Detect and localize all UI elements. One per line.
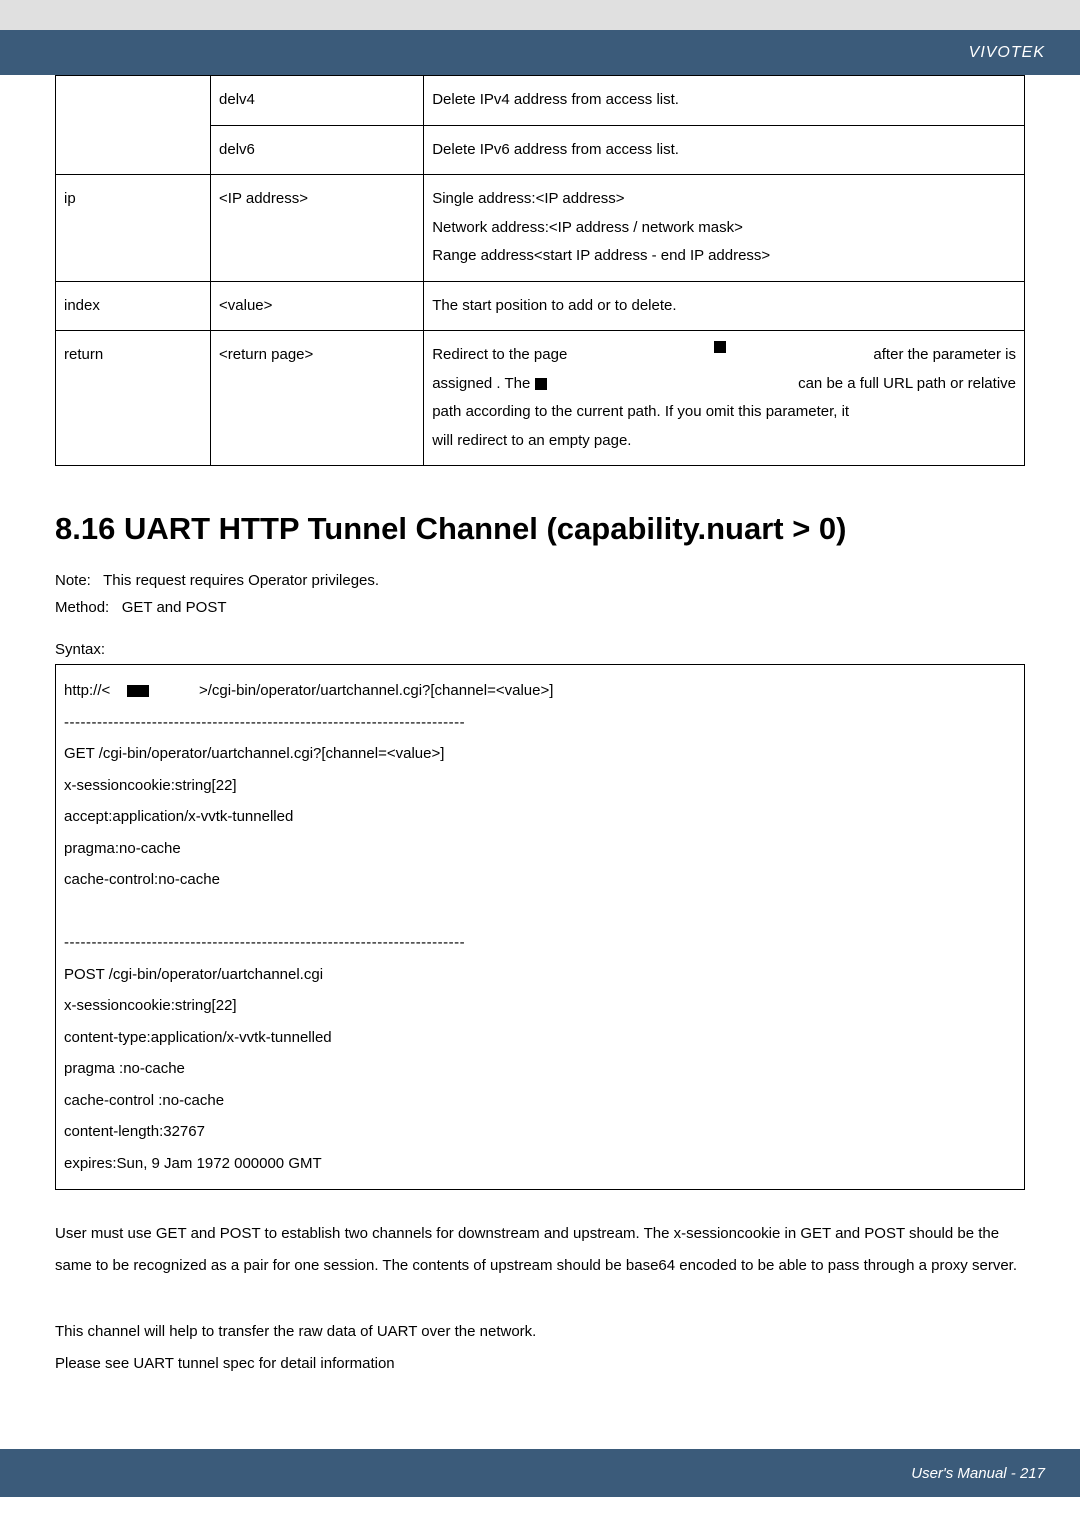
syntax-line: ----------------------------------------… xyxy=(64,707,1016,739)
text-frag: >/cgi-bin/operator/uartchannel.cgi?[chan… xyxy=(199,682,553,699)
syntax-line: x-sessioncookie:string[22] xyxy=(64,770,1016,802)
body-line: This channel will help to transfer the r… xyxy=(55,1316,1025,1348)
syntax-line: POST /cgi-bin/operator/uartchannel.cgi xyxy=(64,959,1016,991)
syntax-line: content-type:application/x-vvtk-tunnelle… xyxy=(64,1022,1016,1054)
table-cell: Delete IPv4 address from access list. xyxy=(424,76,1025,126)
syntax-line: x-sessioncookie:string[22] xyxy=(64,990,1016,1022)
cell-line: Single address:<IP address> xyxy=(432,185,1016,214)
top-bar xyxy=(0,0,1080,30)
table-cell: delv6 xyxy=(211,125,424,175)
table-cell: <value> xyxy=(211,281,424,331)
syntax-line: cache-control:no-cache xyxy=(64,864,1016,896)
text-frag: assigned . The xyxy=(432,375,530,392)
table-cell: index xyxy=(56,281,211,331)
method-label: Method: xyxy=(55,599,109,616)
text-frag: http://< xyxy=(64,682,110,699)
table-cell: Delete IPv6 address from access list. xyxy=(424,125,1025,175)
body-paragraph: User must use GET and POST to establish … xyxy=(55,1218,1025,1281)
cell-line: assigned . The can be a full URL path or… xyxy=(432,370,1016,399)
table-row: ip <IP address> Single address:<IP addre… xyxy=(56,175,1025,282)
method-line: Method: GET and POST xyxy=(55,599,1025,616)
cell-line: Range address<start IP address - end IP … xyxy=(432,242,1016,271)
syntax-line: pragma:no-cache xyxy=(64,833,1016,865)
header-brand: VIVOTEK xyxy=(0,30,1080,75)
text-frag: can be a full URL path or relative xyxy=(798,370,1016,399)
table-cell: <IP address> xyxy=(211,175,424,282)
redact-icon xyxy=(714,341,726,353)
syntax-box: http://< >/cgi-bin/operator/uartchannel.… xyxy=(55,664,1025,1190)
syntax-line: content-length:32767 xyxy=(64,1116,1016,1148)
syntax-line: pragma :no-cache xyxy=(64,1053,1016,1085)
redact-icon xyxy=(127,685,149,697)
syntax-line: cache-control :no-cache xyxy=(64,1085,1016,1117)
syntax-label: Syntax: xyxy=(55,641,1025,658)
note-line: Note: This request requires Operator pri… xyxy=(55,572,1025,589)
body-line: Please see UART tunnel spec for detail i… xyxy=(55,1348,1025,1380)
footer: User's Manual - 217 xyxy=(0,1449,1080,1497)
redact-icon xyxy=(535,378,547,390)
syntax-line: accept:application/x-vvtk-tunnelled xyxy=(64,801,1016,833)
table-cell: Redirect to the page after the parameter… xyxy=(424,331,1025,466)
syntax-line: GET /cgi-bin/operator/uartchannel.cgi?[c… xyxy=(64,738,1016,770)
cell-line: path according to the current path. If y… xyxy=(432,398,1016,427)
syntax-line xyxy=(64,896,1016,928)
parameter-table: delv4 Delete IPv4 address from access li… xyxy=(55,75,1025,466)
note-text: This request requires Operator privilege… xyxy=(103,572,379,589)
footer-text: User's Manual - 217 xyxy=(911,1465,1045,1482)
table-cell: Single address:<IP address> Network addr… xyxy=(424,175,1025,282)
table-row: index <value> The start position to add … xyxy=(56,281,1025,331)
syntax-line: ----------------------------------------… xyxy=(64,927,1016,959)
text-frag: after the parameter is xyxy=(873,341,1016,370)
table-row: delv4 Delete IPv4 address from access li… xyxy=(56,76,1025,126)
table-cell: <return page> xyxy=(211,331,424,466)
table-cell: delv4 xyxy=(211,76,424,126)
note-label: Note: xyxy=(55,572,91,589)
table-cell: return xyxy=(56,331,211,466)
cell-line: Network address:<IP address / network ma… xyxy=(432,214,1016,243)
table-cell: ip xyxy=(56,175,211,282)
content-area: delv4 Delete IPv4 address from access li… xyxy=(0,75,1080,1409)
table-cell: The start position to add or to delete. xyxy=(424,281,1025,331)
syntax-line: http://< >/cgi-bin/operator/uartchannel.… xyxy=(64,675,1016,707)
table-row: return <return page> Redirect to the pag… xyxy=(56,331,1025,466)
section-title: 8.16 UART HTTP Tunnel Channel (capabilit… xyxy=(55,511,1025,547)
method-text: GET and POST xyxy=(122,599,227,616)
table-cell xyxy=(56,76,211,175)
text-frag: Redirect to the page xyxy=(432,341,567,370)
syntax-line: expires:Sun, 9 Jam 1972 000000 GMT xyxy=(64,1148,1016,1180)
body-paragraph: This channel will help to transfer the r… xyxy=(55,1316,1025,1379)
cell-line: Redirect to the page after the parameter… xyxy=(432,341,1016,370)
cell-line: will redirect to an empty page. xyxy=(432,427,1016,456)
brand-text: VIVOTEK xyxy=(969,44,1045,62)
text-frag: assigned . The xyxy=(432,370,546,399)
